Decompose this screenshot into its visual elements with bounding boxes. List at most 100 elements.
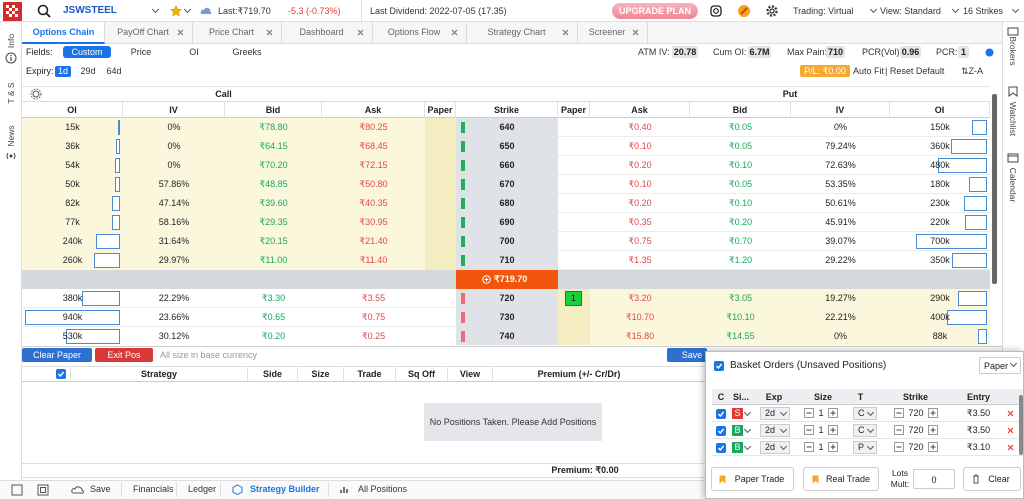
side-badge[interactable]: S <box>732 408 743 419</box>
cloud-icon[interactable] <box>71 485 85 494</box>
paper-qty[interactable]: 1 <box>565 291 582 306</box>
star-icon[interactable] <box>170 5 182 17</box>
oi-bar <box>81 291 120 306</box>
lots-input[interactable]: 0 <box>913 469 955 489</box>
footer-tab[interactable]: Strategy Builder <box>250 484 320 494</box>
expiry-select[interactable]: 2d <box>760 441 790 454</box>
type-select[interactable]: P <box>853 441 877 454</box>
checkbox[interactable] <box>716 426 726 436</box>
plus-button[interactable] <box>928 425 938 435</box>
close-icon[interactable] <box>266 29 273 36</box>
sort-toggle[interactable]: ⇅Z-A <box>961 66 984 76</box>
checkbox[interactable] <box>716 443 726 453</box>
auto-fit[interactable]: Auto Fit <box>853 66 885 76</box>
clear-button-label[interactable]: Clear <box>988 474 1010 484</box>
save-button[interactable]: Save <box>667 348 707 362</box>
theme-icon[interactable] <box>737 4 751 18</box>
paper-trade-button-label[interactable]: Paper Trade <box>734 474 785 484</box>
minus-button[interactable] <box>894 442 904 452</box>
brokers-icon[interactable] <box>1007 26 1019 36</box>
itm-shade <box>590 308 990 327</box>
exit-pos-button[interactable]: Exit Pos <box>95 348 153 362</box>
tab-label[interactable]: PayOff Chart <box>117 27 169 37</box>
news-icon[interactable] <box>5 151 17 161</box>
close-icon[interactable] <box>451 29 458 36</box>
moneyness-tag <box>461 122 465 133</box>
strikes-count[interactable]: 16 Strikes <box>963 6 1004 16</box>
tab-label[interactable]: Strategy Chart <box>487 27 546 37</box>
sidebar-calendar[interactable]: Calendar <box>1008 167 1018 203</box>
checkbox[interactable] <box>716 409 726 419</box>
close-icon[interactable] <box>632 29 639 36</box>
expiry-select[interactable]: 2d <box>760 424 790 437</box>
footer-tab[interactable]: Ledger <box>188 484 217 494</box>
sidebar-watchlist[interactable]: Watchlist <box>1008 101 1018 137</box>
positions-icon[interactable] <box>340 485 350 494</box>
type-select[interactable]: C <box>853 407 877 420</box>
view-mode[interactable]: View: Standard <box>880 6 941 16</box>
close-icon[interactable] <box>1007 410 1014 417</box>
checkbox[interactable] <box>714 361 724 371</box>
tab-label[interactable]: Options Chain <box>32 27 95 37</box>
strike-cell <box>456 156 558 175</box>
reset-default[interactable]: | Reset Default <box>885 66 945 76</box>
symbol[interactable]: JSWSTEEL <box>63 5 117 16</box>
minus-button[interactable] <box>804 425 814 435</box>
plus-button[interactable] <box>928 442 938 452</box>
field-option[interactable]: OI <box>189 47 199 57</box>
calendar-icon[interactable] <box>1007 152 1019 163</box>
minus-button[interactable] <box>894 408 904 418</box>
watchlist-icon[interactable] <box>1007 86 1019 97</box>
plus-button[interactable] <box>828 442 838 452</box>
type-select[interactable]: C <box>853 424 877 437</box>
field-option[interactable]: Price <box>130 47 152 57</box>
trading-mode[interactable]: Trading: Virtual <box>793 6 854 16</box>
logo[interactable] <box>3 2 22 21</box>
close-icon[interactable] <box>177 29 184 36</box>
strike-cell <box>456 194 558 213</box>
search-icon[interactable] <box>37 4 51 18</box>
upgrade-button[interactable]: UPGRADE PLAN <box>612 3 698 19</box>
info-icon[interactable] <box>5 52 17 64</box>
premium-total: Premium: ₹0.00 <box>551 465 619 475</box>
tab-label[interactable]: Dashboard <box>299 27 344 37</box>
tab-label[interactable]: Price Chart <box>208 27 254 37</box>
plus-button[interactable] <box>828 425 838 435</box>
minus-button[interactable] <box>894 425 904 435</box>
close-icon[interactable] <box>1007 427 1014 434</box>
chain-settings-icon[interactable] <box>30 88 42 100</box>
put-iv: 50.61% <box>825 198 856 208</box>
side-badge[interactable]: B <box>732 425 743 436</box>
field-option[interactable]: Custom <box>63 46 111 58</box>
footer-icon[interactable] <box>11 484 23 496</box>
footer-tab[interactable]: All Positions <box>358 484 408 494</box>
sidebar-brokers[interactable]: Brokers <box>1008 36 1018 66</box>
clear-button[interactable] <box>963 467 1021 491</box>
close-icon[interactable] <box>562 29 569 36</box>
footer-tab[interactable]: Financials <box>133 484 174 494</box>
tab-label[interactable]: Options Flow <box>387 27 441 37</box>
expiry-option[interactable]: 1d <box>55 66 71 77</box>
footer-icon[interactable] <box>37 484 49 496</box>
plus-button[interactable] <box>928 408 938 418</box>
plus-button[interactable] <box>828 408 838 418</box>
close-icon[interactable] <box>1007 444 1014 451</box>
expiry-option[interactable]: 29d <box>80 66 96 76</box>
expiry-option[interactable]: 64d <box>106 66 122 76</box>
minus-button[interactable] <box>804 442 814 452</box>
expiry-select[interactable]: 2d <box>760 407 790 420</box>
real-trade-button-label[interactable]: Real Trade <box>825 474 871 484</box>
basket-mode[interactable]: Paper <box>979 357 1021 374</box>
clear-paper-button[interactable]: Clear Paper <box>22 348 92 362</box>
instagram-icon[interactable] <box>710 5 722 17</box>
builder-icon[interactable] <box>232 484 243 495</box>
tab-label[interactable]: Screener <box>588 27 626 37</box>
close-icon[interactable] <box>357 29 364 36</box>
sidebar-ts[interactable]: T & S <box>6 82 16 104</box>
footer-tab[interactable]: Save <box>90 484 111 494</box>
settings-icon[interactable] <box>765 4 779 18</box>
side-badge[interactable]: B <box>732 442 743 453</box>
checkbox[interactable] <box>56 369 66 379</box>
minus-button[interactable] <box>804 408 814 418</box>
field-option[interactable]: Greeks <box>232 47 262 57</box>
